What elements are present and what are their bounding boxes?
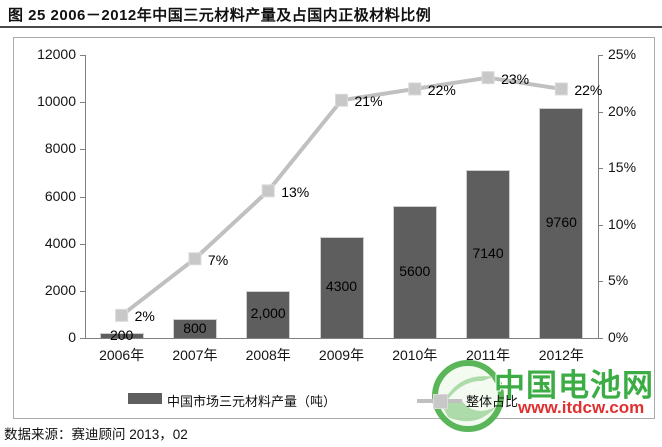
watermark-url-text: www.itdcw.com [518,398,645,417]
y-axis-left-line [85,55,86,338]
line-marker [481,71,495,85]
bar [99,333,144,338]
line-marker [115,308,129,322]
source-note: 数据来源：赛迪顾问 2013，02 [4,427,188,442]
y-axis-right-tick-label: 15% [608,159,637,176]
y-axis-left-tick-label: 12000 [37,46,76,62]
y-axis-right-tick-label: 5% [608,272,629,289]
battery-network-logo-icon [432,360,504,432]
y-axis-right-tick [598,338,603,339]
y-axis-left-tick [80,243,85,245]
y-axis-left-tick-label: 0 [68,329,76,345]
x-axis-line [85,338,603,339]
x-axis-category-label: 2012年 [538,347,584,363]
y-axis-right-tick [598,168,603,170]
bar-data-label: 800 [183,319,207,336]
line-marker [408,82,422,96]
y-axis-left-tick [80,196,85,198]
page-title: 图 25 2006－2012年中国三元材料产量及占国内正极材料比例 [8,7,432,24]
line-point-label: 21% [354,93,383,110]
bar-data-label: 2,000 [250,305,286,322]
y-axis-left-tick-label: 2000 [44,281,76,298]
x-axis-category-label: 2007年 [172,347,218,363]
x-axis-category-label: 2009年 [318,347,365,363]
bar-data-label: 200 [109,326,134,343]
line-marker [188,252,202,266]
line-point-label: 22% [427,81,456,98]
y-axis-right-tick-label: 10% [608,215,637,232]
y-axis-left-tick [80,290,85,292]
line-marker [335,93,348,107]
legend-line-label: 整体占比 [466,394,519,409]
y-axis-left-tick [80,102,85,104]
y-axis-left-tick-label: 4000 [44,234,76,251]
line-marker [261,184,275,198]
y-axis-right-tick [598,55,603,56]
y-axis-right-tick [598,224,603,226]
line-point-label: 22% [574,81,603,98]
legend-bar-swatch [128,393,162,404]
line-point-label: 7% [207,251,229,268]
watermark-brand-text: 中国电池网 [494,368,654,403]
y-axis-right-tick-label: 20% [608,102,637,119]
legend-bar-label: 中国市场三元材料产量（吨） [167,394,337,409]
bar-data-label: 9760 [545,213,577,230]
y-axis-left-tick [80,338,85,339]
line-marker [554,82,568,96]
x-axis-category-label: 2011年 [466,347,511,363]
line-point-label: 13% [281,183,310,200]
y-axis-left-tick-label: 10000 [37,93,76,110]
y-axis-left-tick-label: 6000 [44,187,76,204]
y-axis-left-tick-label: 8000 [44,140,76,157]
logo-swoosh-highlight [448,380,486,401]
x-axis-category-label: 2008年 [245,347,291,363]
bar-data-label: 5600 [399,262,431,279]
y-axis-right-tick-label: 25% [608,46,637,62]
line-point-label: 23% [501,70,530,87]
logo-swoosh [442,376,496,422]
y-axis-right-tick [598,281,603,283]
legend-line-marker [433,394,448,409]
bar-data-label: 4300 [325,278,358,295]
y-axis-right-tick-label: 0% [608,329,629,345]
y-axis-left-tick [80,55,85,56]
x-axis-category-label: 2010年 [392,347,438,363]
y-axis-left-tick [80,149,85,151]
x-axis-category-label: 2006年 [99,347,145,363]
bar [172,319,217,338]
bar-data-label: 7140 [472,244,504,261]
title-divider [0,26,662,28]
y-axis-right-line [598,55,599,338]
line-point-label: 2% [134,308,155,325]
y-axis-right-tick [598,111,603,113]
